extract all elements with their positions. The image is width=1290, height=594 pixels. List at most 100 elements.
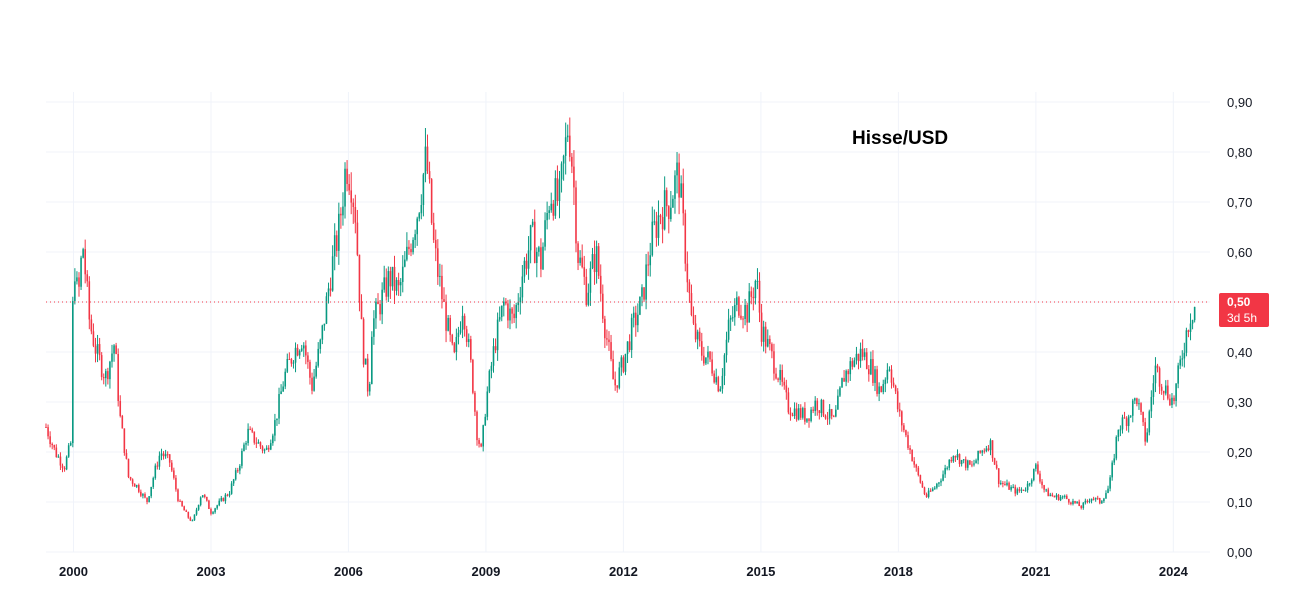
candle-body — [1138, 403, 1140, 405]
candle-body — [859, 348, 862, 362]
candle-body — [420, 204, 423, 214]
candle-body — [771, 344, 773, 352]
candle-body — [954, 456, 957, 458]
candle-body — [216, 505, 218, 509]
candle-body — [612, 359, 614, 380]
candle-body — [348, 183, 350, 191]
candle-body — [1156, 365, 1159, 369]
candle-body — [1088, 500, 1091, 502]
candle-body — [201, 495, 204, 498]
candle-body — [1131, 400, 1134, 416]
candle-body — [1152, 383, 1155, 397]
candle-body — [550, 203, 553, 211]
candle-body — [47, 427, 49, 437]
candle-body — [76, 277, 78, 282]
candle-body — [377, 301, 379, 305]
candle-body — [241, 451, 243, 466]
price-badge-background — [1219, 293, 1269, 327]
candle-body — [785, 385, 788, 393]
candle-body — [391, 266, 394, 287]
candle-body — [969, 460, 971, 465]
candle-body — [837, 395, 839, 410]
candle-body — [185, 510, 188, 512]
candle-body — [212, 512, 214, 514]
candle-body — [865, 352, 868, 370]
x-tick-label: 2015 — [746, 564, 775, 579]
candle-body — [1000, 483, 1002, 485]
candle-body — [1129, 415, 1132, 417]
candle-body — [317, 348, 320, 366]
candle-body — [907, 435, 909, 449]
candle-body — [418, 213, 421, 219]
candle-body — [645, 264, 647, 300]
candle-body — [651, 221, 654, 256]
candle-body — [830, 409, 833, 417]
candle-body — [406, 246, 408, 260]
candle-body — [1068, 498, 1070, 503]
candle-body — [744, 305, 746, 319]
candle-body — [404, 259, 406, 267]
candle-body — [220, 498, 223, 501]
candle-body — [736, 297, 738, 305]
candle-body — [206, 496, 208, 501]
candle-body — [1045, 489, 1047, 491]
candle-body — [1053, 496, 1056, 498]
candle-body — [884, 379, 887, 385]
candle-body — [150, 486, 152, 497]
candle-body — [952, 456, 955, 462]
candle-body — [55, 447, 58, 457]
candle-body — [688, 282, 691, 294]
candle-body — [67, 445, 70, 457]
candle-body — [921, 482, 924, 488]
candle-body — [931, 488, 934, 492]
candle-body — [338, 213, 340, 251]
candle-body — [674, 175, 676, 199]
candle-body — [451, 334, 454, 344]
candle-body — [474, 392, 476, 412]
candle-body — [488, 370, 491, 392]
candle-body — [942, 474, 944, 481]
candle-body — [824, 415, 827, 419]
candle-body — [1169, 398, 1171, 406]
candle-body — [919, 475, 922, 483]
candle-body — [542, 246, 544, 270]
x-tick-label: 2021 — [1021, 564, 1050, 579]
candle-body — [503, 301, 505, 306]
candle-body — [416, 218, 418, 235]
candle-body — [496, 319, 499, 351]
candle-body — [59, 456, 62, 466]
candle-body — [263, 449, 266, 451]
current-price-badge[interactable]: 0,50 3d 5h — [1219, 293, 1269, 327]
candle-body — [131, 479, 134, 484]
candle-body — [624, 353, 627, 372]
candle-body — [795, 408, 798, 420]
candle-body — [696, 331, 699, 340]
candle-body — [259, 442, 262, 447]
candle-body — [424, 146, 427, 175]
y-tick-label: 0,30 — [1227, 395, 1252, 410]
candle-body — [665, 190, 668, 207]
candle-body — [168, 454, 171, 463]
candle-body — [818, 410, 821, 414]
candle-body — [632, 312, 635, 318]
candle-body — [808, 418, 810, 421]
candle-body — [152, 478, 155, 487]
candle-body — [53, 445, 56, 448]
candle-body — [820, 399, 823, 414]
candle-body — [703, 355, 705, 364]
candle-body — [307, 355, 309, 362]
candle-body — [672, 198, 674, 208]
candle-body — [459, 329, 462, 333]
candle-body — [993, 458, 996, 465]
candle-body — [1111, 462, 1113, 478]
candle-body — [228, 493, 231, 496]
candle-body — [985, 448, 988, 452]
candle-body — [1032, 468, 1035, 481]
candle-body — [787, 392, 790, 413]
candle-body — [973, 463, 975, 465]
candle-body — [515, 305, 517, 319]
candle-body — [622, 357, 625, 372]
candle-body — [428, 171, 431, 180]
candle-body — [166, 454, 169, 456]
